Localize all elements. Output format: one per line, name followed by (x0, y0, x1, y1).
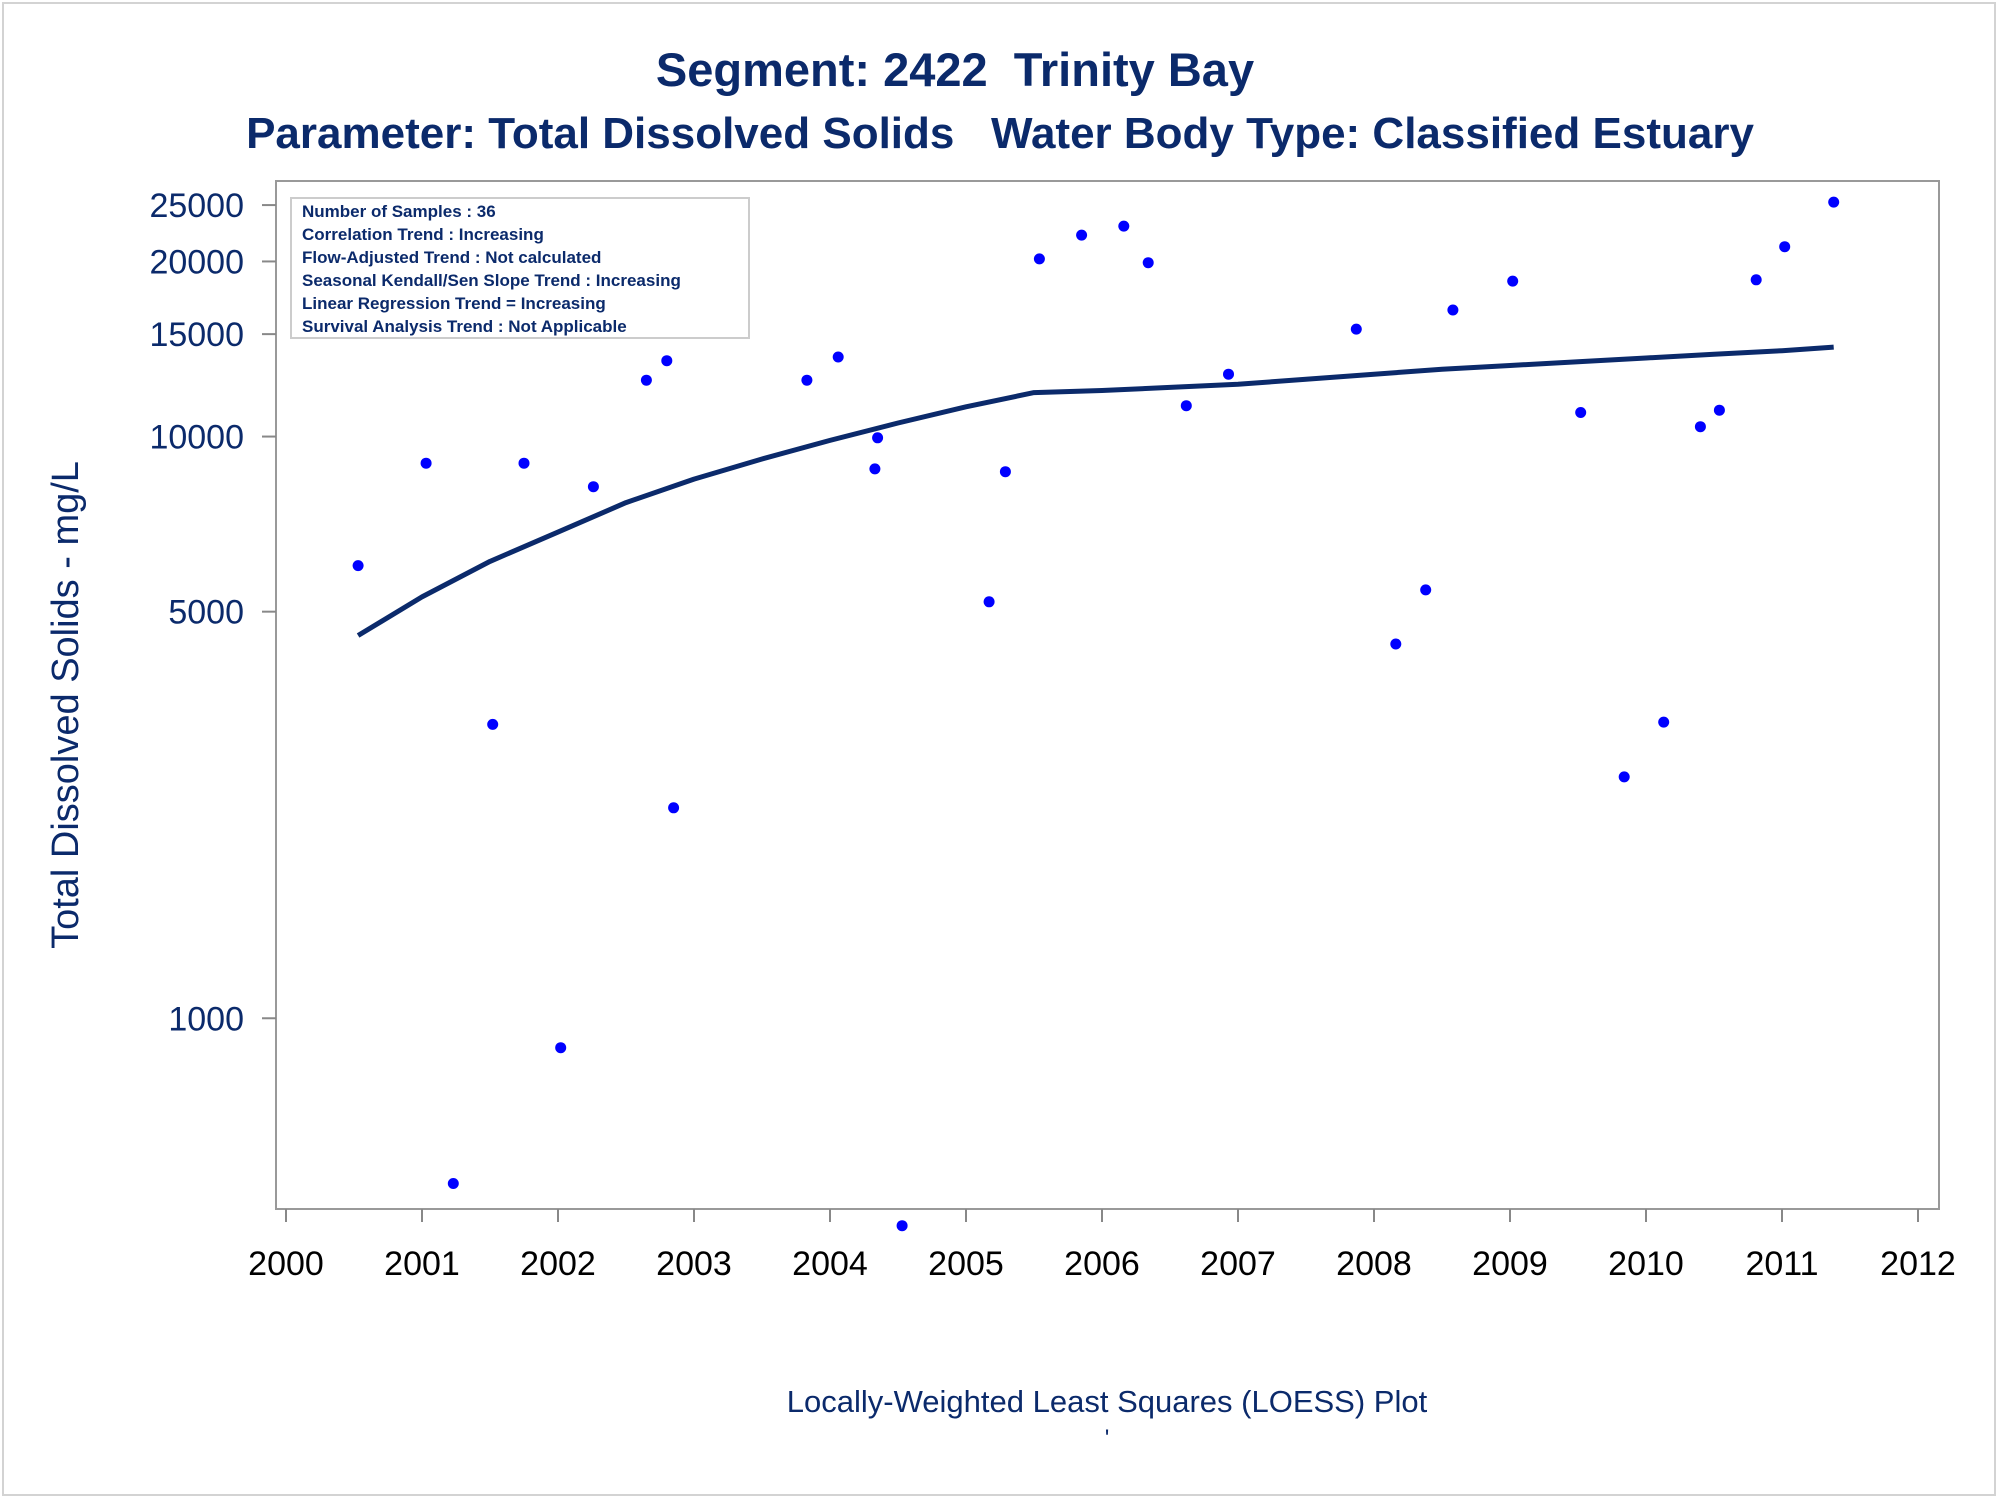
data-point (1033, 253, 1045, 265)
data-point (1350, 323, 1362, 335)
x-tick-label: 2005 (928, 1245, 1004, 1283)
data-point (869, 463, 881, 475)
data-point (1828, 196, 1840, 208)
loess-layer (356, 344, 1834, 638)
data-point (1076, 229, 1088, 241)
y-tick-label: 25000 (149, 187, 244, 225)
chart-title: Segment: 2422 Trinity Bay (656, 43, 1254, 96)
x-tick-label: 2001 (384, 1245, 460, 1283)
x-tick-label: 2006 (1064, 1245, 1140, 1283)
data-point (872, 432, 884, 444)
chart-subtitle: Parameter: Total Dissolved Solids Water … (246, 109, 1754, 158)
data-point (999, 466, 1011, 478)
x-tick-label: 2010 (1608, 1245, 1684, 1283)
data-point (447, 1178, 459, 1189)
x-tick-label: 2002 (520, 1245, 596, 1283)
data-point (1658, 716, 1670, 728)
data-point (1694, 421, 1706, 433)
x-tick-label: 2009 (1472, 1245, 1548, 1283)
legend-box-border (290, 197, 750, 339)
footnote: ' (1105, 1425, 1110, 1452)
data-point (1223, 368, 1234, 380)
data-point (1507, 275, 1519, 287)
data-point (832, 351, 844, 363)
x-tick-label: 2008 (1336, 1245, 1412, 1283)
data-point (661, 355, 673, 367)
plot-area (275, 180, 1940, 1210)
x-tick-label: 2011 (1745, 1245, 1818, 1283)
data-point (668, 802, 680, 814)
y-tick-label: 15000 (149, 316, 244, 354)
legend-line: Survival Analysis Trend : Not Applicable (302, 317, 627, 336)
stats-legend-box: Number of Samples : 36 Correlation Trend… (290, 197, 750, 339)
data-point (1142, 257, 1154, 269)
data-point (587, 481, 599, 493)
data-point (1180, 400, 1192, 412)
data-point (487, 718, 499, 730)
axes: 2000 2001 2002 2003 2004 2005 2006 2007 2008 2009… (149, 187, 1955, 1283)
legend-line: Number of Samples : 36 (302, 202, 496, 221)
y-tick-label: 1000 (168, 1000, 244, 1038)
y-axis-label: Total Dissolved Solids - mg/L (45, 461, 87, 949)
x-tick-label: 2004 (792, 1245, 868, 1283)
data-point (640, 374, 652, 386)
data-point (1390, 638, 1402, 650)
y-tick-label: 5000 (168, 594, 244, 632)
x-tick-label: 2007 (1200, 1245, 1276, 1283)
x-axis-label: Locally-Weighted Least Squares (LOESS) P… (787, 1384, 1428, 1419)
data-point (420, 457, 432, 469)
legend-line: Correlation Trend : Increasing (302, 225, 544, 244)
y-tick-label: 20000 (149, 243, 244, 281)
data-point (555, 1042, 567, 1054)
points-layer (352, 196, 1840, 1232)
y-tick-label: 10000 (149, 419, 244, 457)
data-point (352, 560, 364, 572)
data-point (983, 596, 995, 608)
legend-line: Seasonal Kendall/Sen Slope Trend : Incre… (302, 271, 681, 290)
data-point (1420, 584, 1432, 596)
data-point (1618, 771, 1630, 783)
data-point (1713, 404, 1725, 416)
legend-line: Flow-Adjusted Trend : Not calculated (302, 248, 601, 267)
data-point (1118, 220, 1130, 232)
loess-line (356, 344, 1834, 638)
data-point (1447, 304, 1459, 316)
data-point (1575, 407, 1587, 418)
data-point (896, 1220, 908, 1232)
data-point (1750, 274, 1762, 286)
x-tick-label: 2012 (1880, 1245, 1956, 1283)
legend-line: Linear Regression Trend = Increasing (302, 294, 606, 313)
x-tick-label: 2000 (248, 1245, 324, 1283)
x-tick-label: 2003 (656, 1245, 732, 1283)
data-point (1779, 241, 1791, 253)
data-point (801, 374, 813, 386)
data-point (518, 457, 530, 469)
